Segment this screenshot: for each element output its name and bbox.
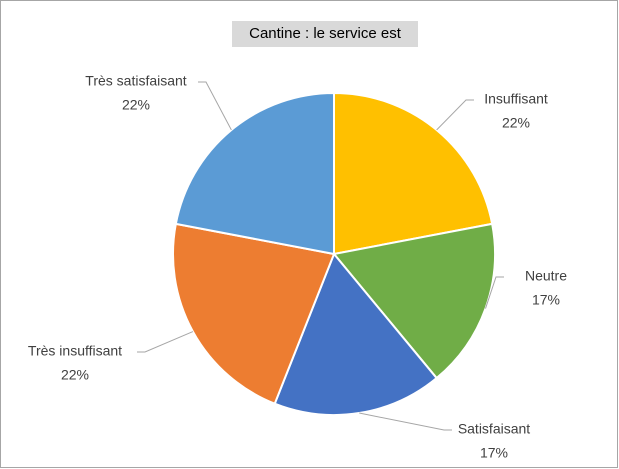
slice-value-label: 22% [61, 367, 89, 383]
title-box [232, 21, 418, 47]
slice-value-label: 22% [502, 115, 530, 131]
pie-slice [273, 252, 439, 416]
chart-title: Cantine : le service est [249, 25, 402, 42]
pie-slice [333, 91, 494, 256]
slice-value-label: 22% [122, 97, 150, 113]
slice-label: Satisfaisant [458, 421, 530, 437]
leader-line [137, 331, 194, 353]
slice-label: Très satisfaisant [85, 73, 187, 89]
slice-label: Insuffisant [484, 91, 548, 107]
slice-value-label: 17% [480, 445, 508, 461]
leader-line [359, 412, 452, 431]
slice-value-label: 17% [532, 292, 560, 308]
leader-line [198, 81, 232, 131]
slice-label: Neutre [525, 268, 567, 284]
pie-slice [172, 222, 336, 405]
leader-line [485, 276, 504, 309]
pie-slice [174, 91, 335, 256]
leader-line [436, 99, 474, 131]
slice-label: Très insuffisant [28, 343, 122, 359]
